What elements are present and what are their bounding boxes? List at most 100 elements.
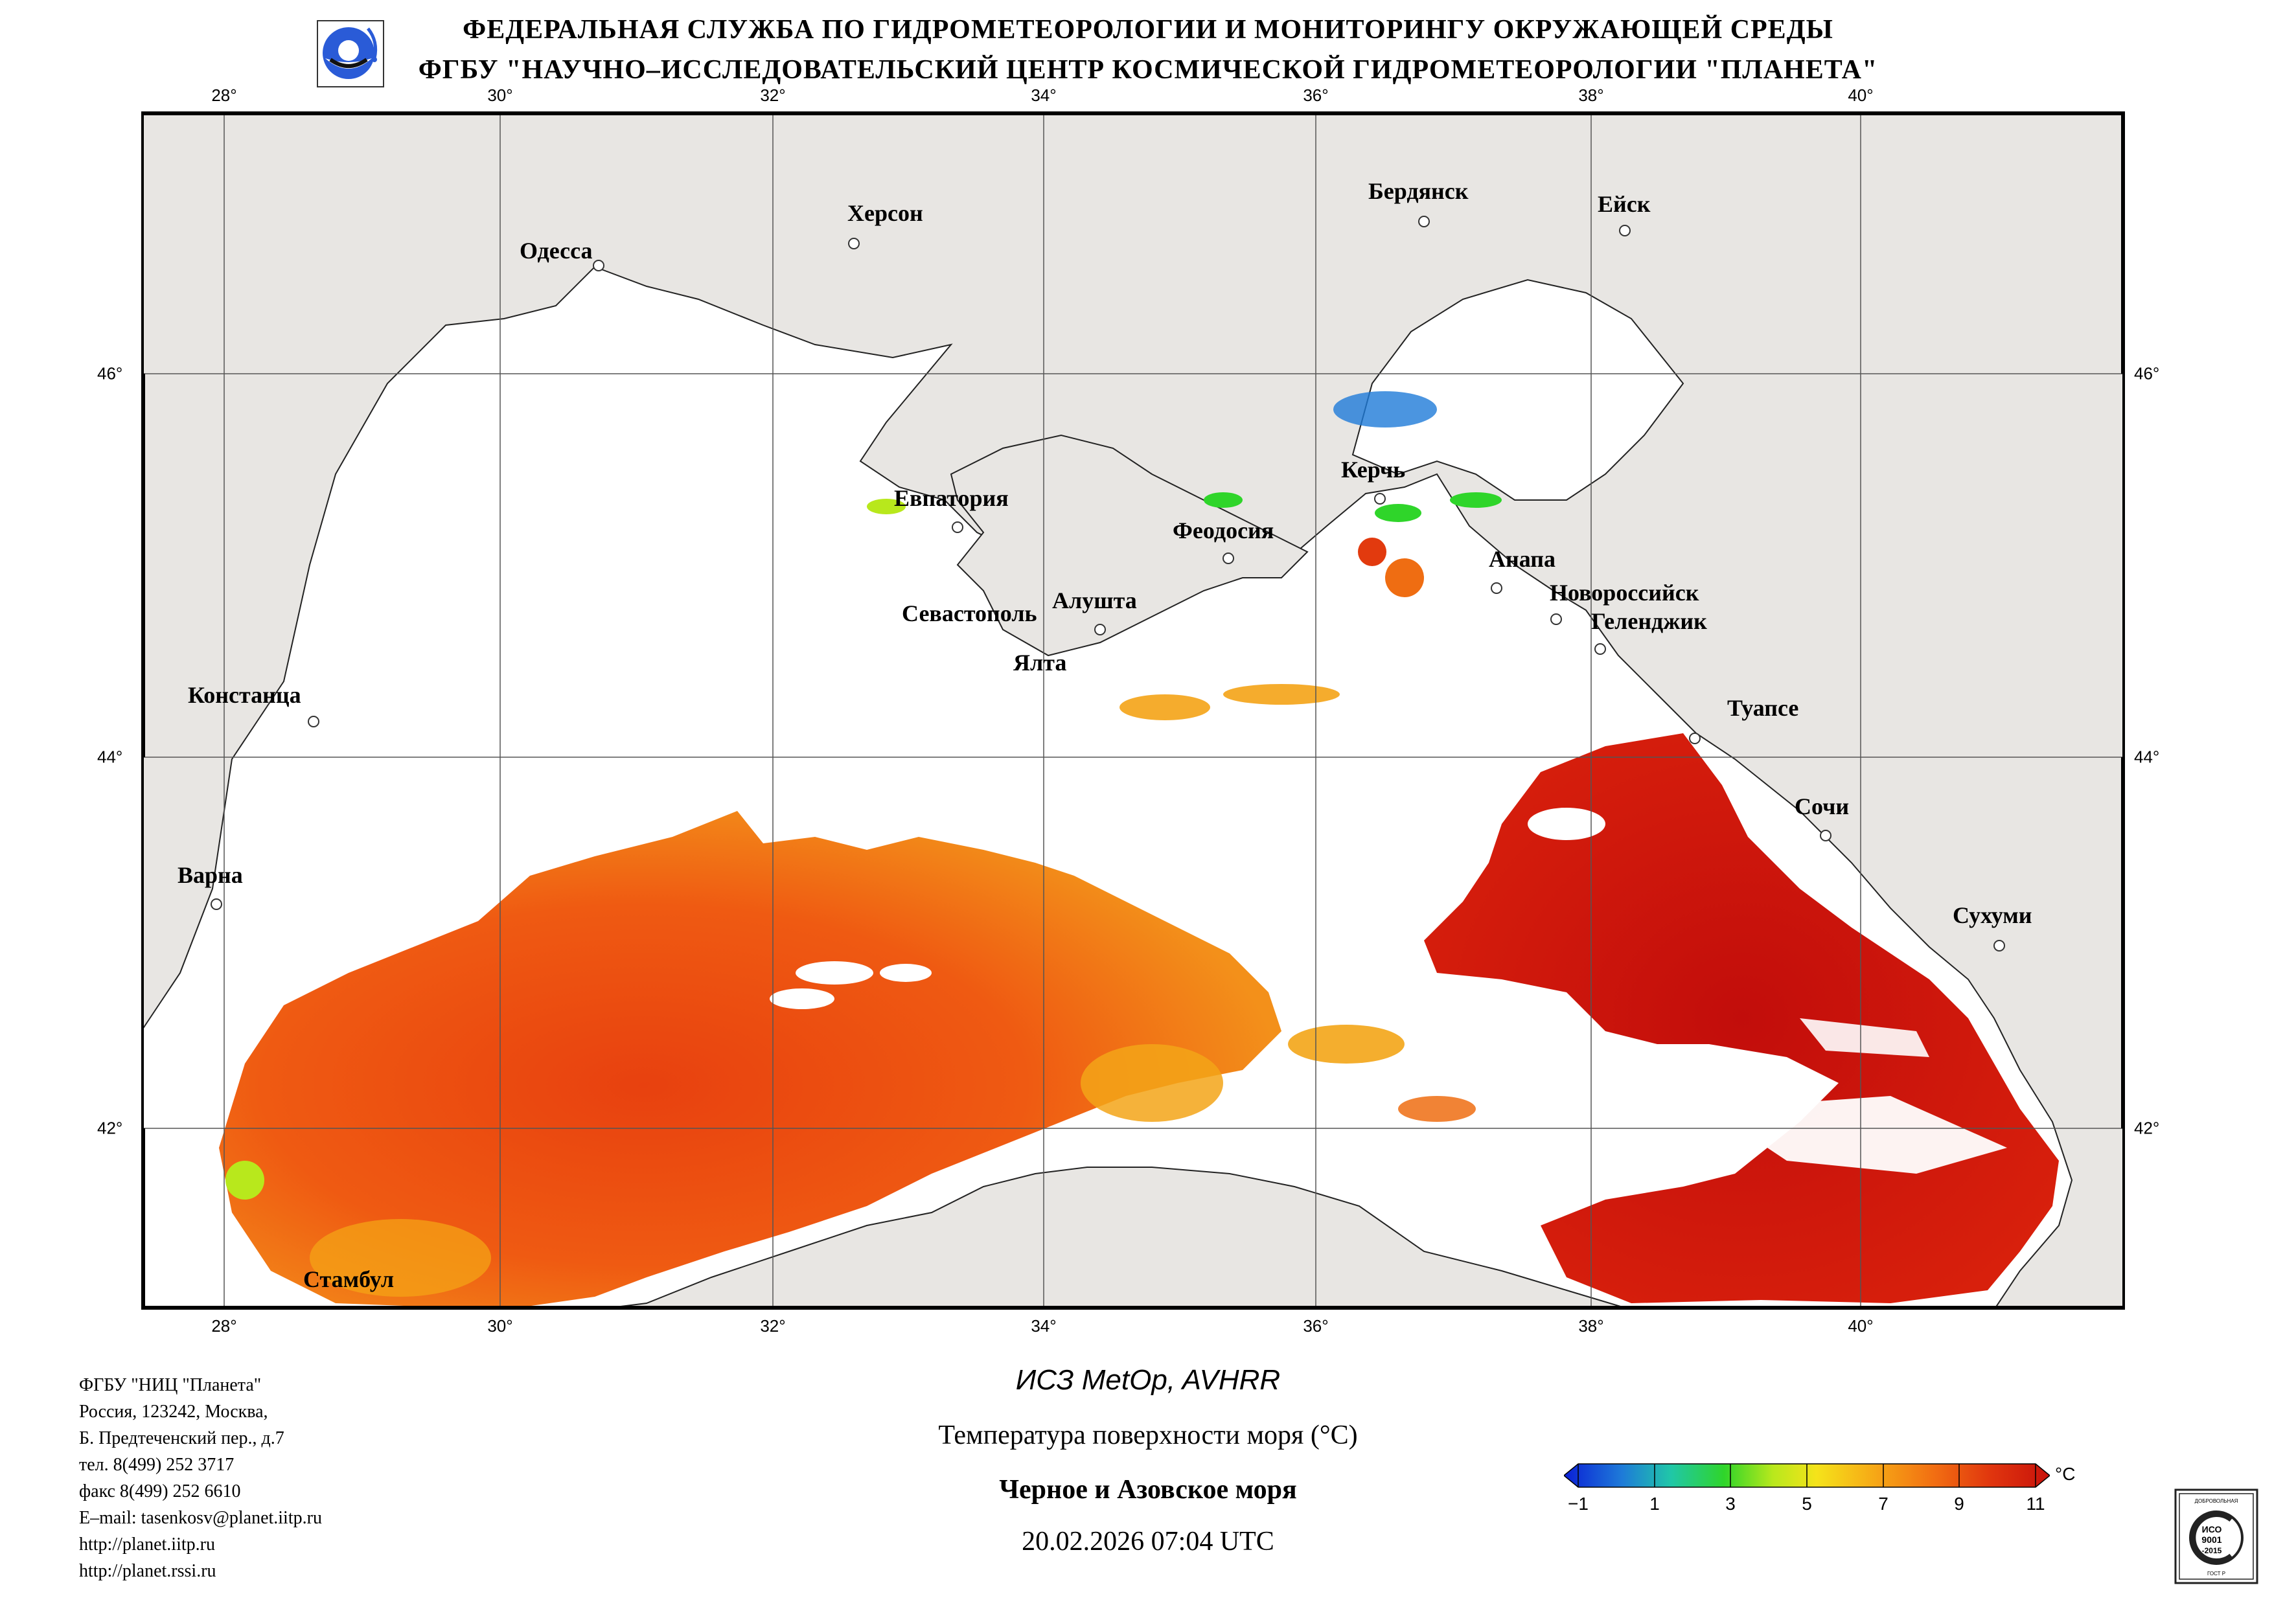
city-marker [1689,733,1701,744]
city-marker [1491,582,1502,594]
city-label: Ейск [1598,191,1651,217]
city-marker [1619,225,1631,236]
sea-temperature-map [141,111,2125,1310]
sst-west-warm [219,811,1281,1310]
city-label: Варна [178,862,243,888]
city-label: Бердянск [1368,178,1469,204]
city-marker [1820,830,1831,841]
lon-label-34: 34° [1031,85,1057,105]
colorbar-tick: 1 [1649,1494,1660,1514]
region-label: Черное и Азовское моря [999,1475,1297,1505]
temperature-colorbar [1564,1463,2050,1488]
lon-label-30-bottom: 30° [487,1316,513,1336]
lon-label-38: 38° [1578,85,1604,105]
org-line: Б. Предтеченский пер., д.7 [79,1428,284,1448]
iso-badge-top: ДОБРОВОЛЬНАЯ [2195,1498,2238,1504]
iso-certification-badge: ДОБРОВОЛЬНАЯ ИСО 9001 -2015 ГОСТ Р [2174,1488,2258,1584]
city-label: Сочи [1795,793,1850,819]
iso-badge-center-3: -2015 [2202,1546,2222,1555]
org-line: http://planet.iitp.ru [79,1534,215,1555]
colorbar-tick: 9 [1954,1494,1964,1514]
cloud-patch [1709,1096,2007,1174]
org-line: ФГБУ "НИЦ "Планета" [79,1375,262,1395]
sst-warm-yellow-patch [1288,1025,1405,1064]
city-marker [1374,493,1386,505]
lat-label-44-right: 44° [2134,747,2160,767]
lat-label-46-right: 46° [2134,363,2160,383]
sst-blue-patch [1333,391,1437,427]
lon-label-30: 30° [487,85,513,105]
city-label: Евпатория [894,485,1009,511]
lat-label-42-right: 42° [2134,1118,2160,1138]
lat-label-42: 42° [97,1118,123,1138]
city-label: Ялта [1013,650,1067,676]
colorbar-tick: −1 [1568,1494,1589,1514]
org-line: факс 8(499) 252 6610 [79,1481,241,1501]
header-line-2: ФГБУ "НАУЧНО–ИССЛЕДОВАТЕЛЬСКИЙ ЦЕНТР КОС… [418,55,1878,85]
city-marker [1094,624,1106,635]
iso-badge-center-1: ИСО [2202,1524,2222,1534]
colorbar-unit: °C [2055,1464,2076,1484]
iso-badge-center-2: 9001 [2201,1534,2221,1545]
cloud-patch [1800,1018,1929,1057]
city-marker [308,716,319,727]
lon-label-40: 40° [1848,85,1874,105]
city-label: Новороссийск [1550,580,1699,606]
map-canvas [141,111,2125,1310]
sst-green-patch [867,499,906,514]
iso-badge-bottom: ГОСТ Р [2207,1571,2225,1577]
city-label: Одесса [520,238,593,264]
colorbar-tick: 3 [1725,1494,1736,1514]
city-label: Феодосия [1173,518,1274,543]
sst-green-patch [225,1161,264,1200]
datetime-label: 20.02.2026 07:04 UTC [1022,1527,1274,1556]
satellite-label: ИСЗ MetOp, AVHRR [1015,1364,1281,1396]
org-line: тел. 8(499) 252 3717 [79,1455,235,1475]
city-marker [952,521,963,533]
city-marker [1993,940,2005,952]
lon-label-34-bottom: 34° [1031,1316,1057,1336]
org-line: Россия, 123242, Москва, [79,1402,268,1422]
city-marker [1594,643,1606,655]
crimea-peninsula [950,434,1309,657]
lon-label-38-bottom: 38° [1578,1316,1604,1336]
colorbar-tick: 11 [2026,1494,2045,1514]
city-label: Стамбул [303,1266,395,1292]
cloud-patch [1528,808,1605,840]
sst-warm-yellow-patch [1081,1044,1223,1122]
lon-label-32-bottom: 32° [760,1316,786,1336]
city-marker [211,898,222,910]
lat-label-44: 44° [97,747,123,767]
city-marker [593,260,604,271]
sst-warm-yellow-patch [1119,694,1210,720]
organization-contacts: ФГБУ "НИЦ "Планета" Россия, 123242, Моск… [79,1372,322,1584]
cloud-patch [880,964,932,982]
city-label: Сухуми [1953,902,2032,928]
city-marker [1418,216,1430,227]
lon-label-28-bottom: 28° [211,1316,237,1336]
lon-label-28: 28° [211,85,237,105]
colorbar-tick: 5 [1802,1494,1812,1514]
cloud-patch [770,988,834,1009]
city-label: Севастополь [902,600,1037,626]
colorbar-tick: 7 [1878,1494,1888,1514]
city-label: Анапа [1489,546,1556,572]
lon-label-32: 32° [760,85,786,105]
lon-label-36-bottom: 36° [1303,1316,1329,1336]
city-label: Алушта [1052,587,1137,613]
city-marker [1550,613,1562,625]
sst-warm-yellow-patch [310,1219,491,1297]
city-marker [1223,553,1234,564]
sst-red-patch [1358,538,1386,566]
product-label: Температура поверхности моря (°C) [938,1420,1358,1450]
sst-orange-patch [1398,1096,1476,1122]
city-label: Херсон [847,200,923,226]
org-line: E–mail: tasenkosv@planet.iitp.ru [79,1508,322,1528]
graticule [141,111,2125,1310]
city-label: Керчь [1341,457,1406,483]
city-label: Констанца [188,682,301,708]
city-marker [848,238,860,249]
cloud-patch [796,961,873,985]
header-line-1: ФЕДЕРАЛЬНАЯ СЛУЖБА ПО ГИДРОМЕТЕОРОЛОГИИ … [463,15,1833,45]
sst-green-patch [1204,492,1243,508]
